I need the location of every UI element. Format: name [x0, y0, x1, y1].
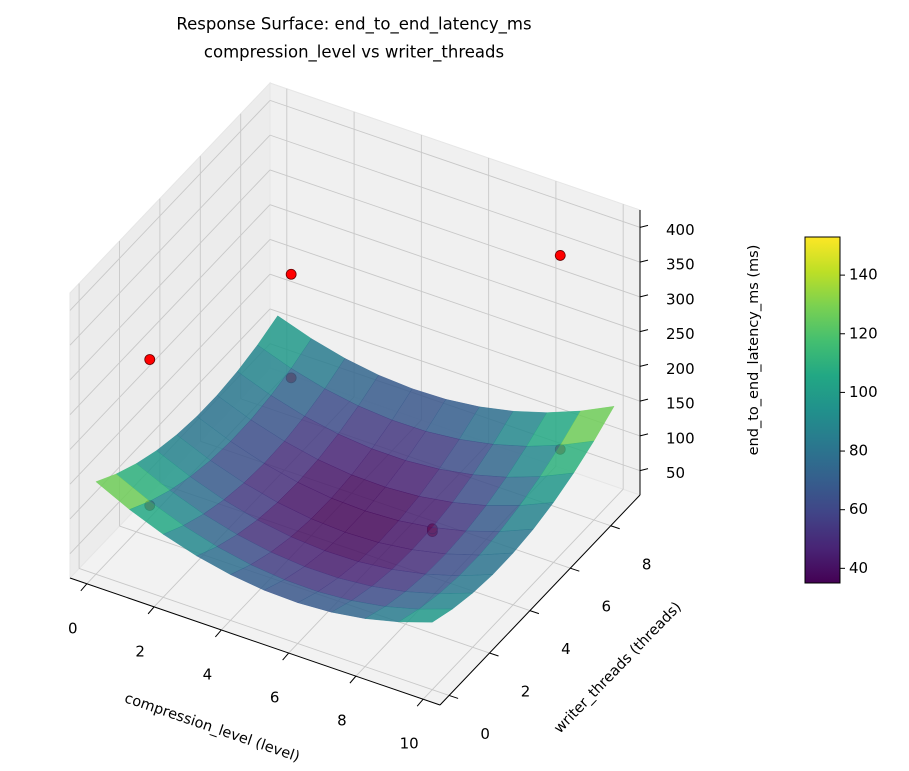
grid-line [269, 169, 641, 298]
x-tick-label: 8 [337, 712, 347, 730]
y-tick-label: 2 [521, 683, 531, 701]
axis-line [439, 494, 641, 706]
z-axis-label: end_to_end_latency_ms (ms) [746, 245, 762, 456]
grid-line [269, 134, 641, 263]
x-tick [349, 675, 357, 684]
y-tick [570, 567, 580, 572]
grid-line [269, 238, 641, 367]
x-tick [147, 606, 155, 615]
x-tick-label: 10 [400, 735, 419, 753]
grid-line [69, 134, 271, 346]
y-tick [610, 525, 620, 530]
z-tick-label: 150 [666, 395, 695, 413]
surface-patch [397, 608, 454, 623]
x-tick-label: 0 [68, 619, 78, 637]
colorbar-tick-label: 40 [849, 559, 868, 577]
grid-line [69, 204, 271, 415]
data-point [554, 250, 566, 261]
z-tick-label: 350 [666, 256, 695, 274]
y-tick-label: 0 [480, 725, 490, 743]
grid-line [269, 99, 641, 228]
z-tick [639, 468, 649, 472]
grid-line [69, 100, 271, 311]
colorbar [804, 236, 841, 584]
z-tick [639, 433, 649, 437]
z-tick [639, 294, 649, 298]
z-tick [639, 259, 649, 263]
y-tick [529, 610, 540, 615]
grid-line [422, 488, 624, 700]
y-tick-label: 4 [561, 640, 571, 658]
data-point [285, 268, 297, 280]
colorbar-tick-label: 120 [849, 324, 878, 342]
axis-line [69, 577, 441, 706]
x-tick-label: 4 [203, 665, 213, 683]
grid-line [69, 169, 271, 381]
grid-line [78, 568, 450, 696]
x-tick-label: 2 [135, 642, 145, 660]
x-tick [214, 629, 222, 638]
grid-line [269, 273, 641, 402]
colorbar-tick-label: 100 [849, 383, 878, 401]
z-tick-label: 400 [666, 221, 695, 239]
x-tick [416, 698, 424, 707]
z-tick [639, 224, 649, 228]
x-tick-label: 6 [270, 689, 280, 707]
z-tick-label: 100 [666, 429, 695, 447]
data-point [144, 354, 156, 365]
z-tick-label: 200 [666, 360, 695, 378]
grid-line [269, 204, 641, 333]
z-tick-label: 50 [666, 464, 685, 482]
z-tick [639, 398, 649, 402]
x-tick [282, 652, 290, 661]
x-tick [80, 583, 88, 592]
grid-line [69, 239, 271, 450]
z-tick [639, 329, 649, 333]
grid-line [69, 273, 271, 485]
z-tick-label: 300 [666, 290, 695, 308]
colorbar-tick-label: 80 [849, 442, 868, 460]
y-tick-label: 6 [602, 598, 612, 616]
colorbar-tick-label: 60 [849, 500, 868, 518]
chart-title: Response Surface: end_to_end_latency_ms [176, 15, 531, 35]
y-tick [448, 694, 459, 699]
y-tick [489, 652, 499, 657]
chart-subtitle: compression_level vs writer_threads [204, 43, 504, 63]
y-axis-label: writer_threads (threads) [551, 599, 685, 737]
colorbar-tick-label: 140 [849, 266, 878, 284]
y-tick-label: 8 [642, 555, 652, 573]
z-tick [639, 363, 649, 367]
z-tick-label: 250 [666, 325, 695, 343]
